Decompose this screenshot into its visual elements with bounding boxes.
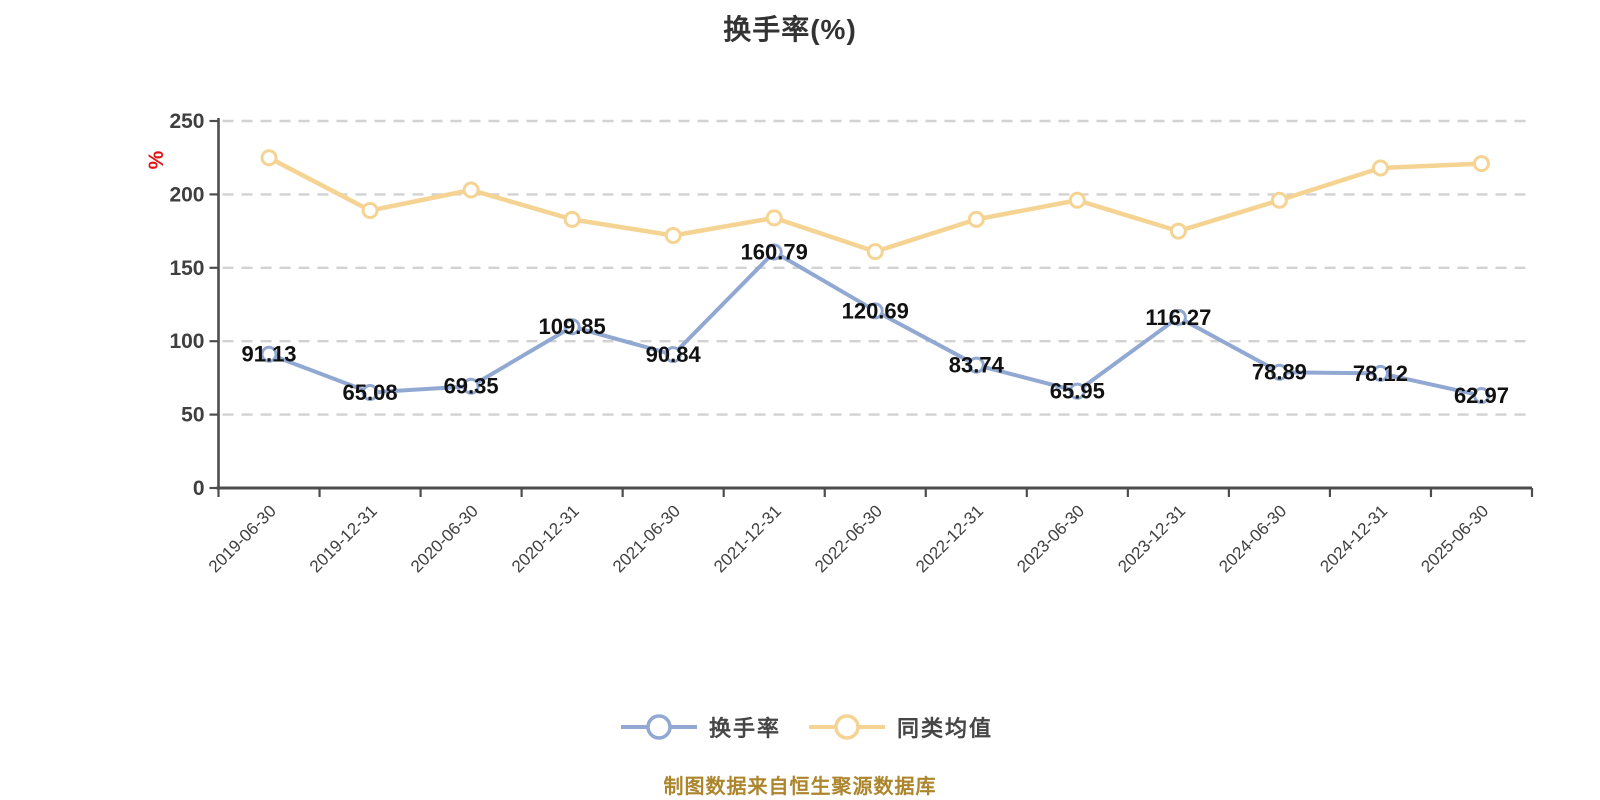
data-point-label: 160.79 [741,239,808,264]
x-axis-tick-label: 2019-06-30 [205,501,280,576]
turnover-data-point-marker[interactable] [866,302,884,320]
page-title: 换手率(%) [723,14,857,45]
data-point-label: 62.97 [1454,383,1509,408]
x-axis-tick-label: 2021-12-31 [710,501,785,576]
peer-average-line [266,155,1484,254]
peer-average-data-point-marker[interactable] [866,243,884,261]
legend-item-label: 同类均值 [897,716,994,741]
peer-average-data-point-marker[interactable] [1472,155,1490,173]
x-axis-tick-label: 2022-06-30 [811,501,886,576]
peer-average-legend-marker-icon [809,714,885,740]
peer-average-data-point-marker[interactable] [1270,191,1288,209]
turnover-data-point-marker[interactable] [664,346,682,364]
y-axis-tick-label: 50 [181,404,204,427]
x-axis-tick-label: 2022-12-31 [912,501,987,576]
footer-source-text: 制图数据来自恒生聚源数据库 [663,776,937,798]
data-point-label: 65.08 [343,380,398,405]
peer-average-data-point-marker[interactable] [260,149,278,167]
x-axis-tick-label: 2020-12-31 [508,501,583,576]
data-point-label: 90.84 [646,342,702,367]
peer-average-data-point-marker[interactable] [967,210,985,228]
turnover-data-point-marker[interactable] [462,377,480,395]
y-axis-tick-label: 150 [169,257,204,280]
peer-average-data-point-marker[interactable] [765,209,783,227]
peer-average-data-point-marker[interactable] [664,227,682,245]
turnover-data-point-marker[interactable] [1169,308,1187,326]
legend-item-turnover[interactable]: 换手率 [619,711,781,743]
peer-average-data-point-marker[interactable] [563,210,581,228]
turnover-data-point-marker[interactable] [967,356,985,374]
peer-average-data-point-marker[interactable] [1068,191,1086,209]
turnover-data-point-marker[interactable] [563,318,581,336]
data-point-label: 65.95 [1050,379,1105,404]
x-axis-tick-label: 2024-06-30 [1215,501,1290,576]
turnover-data-point-marker[interactable] [1371,364,1389,382]
turnover-data-point-marker[interactable] [1270,363,1288,381]
data-point-label: 78.89 [1252,360,1307,385]
data-point-label: 120.69 [842,298,909,323]
legend-item-peer-average[interactable]: 同类均值 [807,711,993,743]
data-point-label: 91.13 [241,342,296,367]
x-axis-tick-label: 2025-06-30 [1417,501,1492,576]
legend-item-label: 换手率 [708,716,781,741]
turnover-data-point-marker[interactable] [1472,387,1490,405]
x-axis-tick-label: 2024-12-31 [1316,501,1391,576]
y-axis-tick-label: 100 [169,330,204,353]
legend: 换手率 同类均值 [0,711,1600,743]
x-axis-tick-label: 2023-12-31 [1114,501,1189,576]
data-point-label: 78.12 [1353,361,1408,386]
data-point-label: 83.74 [949,353,1005,378]
turnover-data-point-marker[interactable] [361,383,379,401]
data-point-label: 109.85 [538,314,605,339]
data-point-label: 69.35 [444,374,499,399]
peer-average-data-point-marker[interactable] [1169,222,1187,240]
turnover-data-point-marker[interactable] [765,243,783,261]
y-axis-tick-label: 0 [193,477,205,500]
turnover-data-point-marker[interactable] [260,345,278,363]
y-axis-unit-label: % [145,150,168,169]
turnover-legend-marker-icon [620,714,697,740]
y-axis-tick-label: 200 [169,183,204,206]
y-axis-tick-label: 250 [169,110,204,133]
peer-average-data-point-marker[interactable] [462,181,480,199]
peer-average-data-point-marker[interactable] [1371,159,1389,177]
x-axis-tick-label: 2020-06-30 [407,501,482,576]
data-point-label: 116.27 [1145,305,1211,330]
turnover-data-point-marker[interactable] [1068,382,1086,400]
x-axis-tick-label: 2019-12-31 [306,501,381,576]
x-axis-tick-label: 2023-06-30 [1013,501,1088,576]
peer-average-data-point-marker[interactable] [361,202,379,220]
x-axis-tick-label: 2021-06-30 [609,501,684,576]
